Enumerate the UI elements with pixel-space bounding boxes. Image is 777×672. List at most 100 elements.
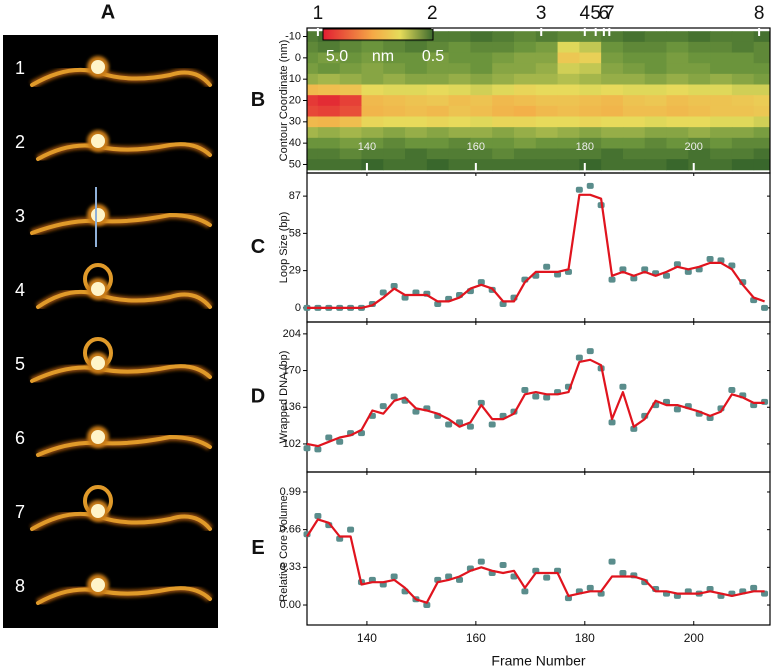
heatmap-cell <box>317 137 341 149</box>
heatmap-cell <box>426 105 450 117</box>
heatmap-cell <box>426 159 450 171</box>
data-point <box>630 425 638 432</box>
heatmap-cell <box>557 73 580 86</box>
heatmap-cell <box>470 137 493 149</box>
heatmap-cell <box>448 73 471 86</box>
heatmap-cell <box>688 63 711 75</box>
data-point <box>434 301 442 308</box>
heatmap-cell <box>492 95 515 107</box>
heatmap-cell <box>307 127 319 139</box>
heatmap-cell <box>426 148 450 160</box>
heatmap-cell <box>710 159 733 171</box>
heatmap-cell <box>731 148 755 160</box>
heatmap-cell <box>753 41 770 54</box>
heatmap-cell <box>405 127 428 139</box>
panel-label: A <box>101 1 115 23</box>
heatmap-cell <box>513 31 537 43</box>
data-point <box>390 283 398 290</box>
heatmap-cell <box>688 137 711 149</box>
data-point <box>325 434 333 441</box>
heatmap-cell <box>688 105 711 117</box>
heatmap-cell <box>710 52 733 64</box>
heatmap-cell <box>535 73 559 86</box>
nucleosome <box>91 60 105 74</box>
heatmap-cell <box>448 63 471 75</box>
y-tick-label: 29 <box>289 265 301 277</box>
heatmap-cell <box>470 84 493 96</box>
heatmap-cell <box>731 105 755 117</box>
data-point <box>619 383 627 390</box>
heatmap-cell <box>317 73 341 86</box>
nucleosome <box>91 430 105 444</box>
data-point <box>314 512 322 519</box>
heatmap-cell <box>426 52 450 64</box>
heatmap-cell <box>339 148 362 160</box>
heatmap-cell <box>753 95 770 107</box>
heatmap-cell <box>317 127 341 139</box>
x-tick-label: 160 <box>467 141 485 153</box>
heatmap-cell <box>448 84 471 96</box>
y-axis-title: Relative Core Volume <box>278 495 290 601</box>
heatmap-cell <box>361 137 384 149</box>
heatmap-cell <box>710 116 733 128</box>
x-tick-label: 140 <box>357 631 377 645</box>
heatmap-cell <box>361 159 384 171</box>
heatmap-cell <box>383 105 406 117</box>
heatmap-cell <box>666 137 689 149</box>
heatmap-cell <box>710 137 733 149</box>
data-point <box>499 301 507 308</box>
heatmap-cell <box>579 116 602 128</box>
heatmap <box>307 31 770 171</box>
heatmap-cell <box>710 41 733 54</box>
heatmap-cell <box>622 84 646 96</box>
data-point <box>586 182 594 189</box>
data-point <box>608 276 616 283</box>
annotation-label: 3 <box>536 3 547 24</box>
heatmap-cell <box>666 73 689 86</box>
heatmap-cell <box>535 116 559 128</box>
heatmap-cell <box>731 159 755 171</box>
heatmap-cell <box>492 84 515 96</box>
dna-strand <box>36 289 212 309</box>
dna-strand <box>30 67 212 87</box>
y-tick-label: 0 <box>295 302 301 314</box>
heatmap-cell <box>688 159 711 171</box>
heatmap-cell <box>339 137 362 149</box>
heatmap-cell <box>622 116 646 128</box>
nucleosome <box>91 208 105 222</box>
afm-frame: 6 <box>15 426 213 459</box>
heatmap-cell <box>383 159 406 171</box>
x-tick-label: 180 <box>576 141 594 153</box>
heatmap-cell <box>644 52 668 64</box>
data-point <box>761 304 769 311</box>
heatmap-cell <box>361 52 384 64</box>
heatmap-cell <box>339 84 362 96</box>
data-point <box>303 445 311 452</box>
heatmap-cell <box>405 95 428 107</box>
heatmap-cell <box>307 41 319 54</box>
heatmap-cell <box>688 148 711 160</box>
frame-label: 2 <box>15 132 25 152</box>
heatmap-cell <box>426 31 450 43</box>
annotation-label: 8 <box>754 3 765 24</box>
data-point <box>641 266 649 273</box>
y-tick-label: -10 <box>285 30 301 42</box>
heatmap-cell <box>405 116 428 128</box>
y-tick-label: 20 <box>289 94 301 106</box>
heatmap-cell <box>557 41 580 54</box>
heatmap-cell <box>492 137 515 149</box>
heatmap-cell <box>307 73 319 86</box>
annotation-label: 2 <box>427 3 438 24</box>
heatmap-cell <box>383 116 406 128</box>
annotation-label: 5 <box>590 3 601 24</box>
heatmap-cell <box>513 127 537 139</box>
heatmap-cell <box>383 84 406 96</box>
data-point <box>379 403 387 410</box>
data-point <box>663 272 671 279</box>
afm-frame: 2 <box>15 130 213 163</box>
heatmap-cell <box>339 41 362 54</box>
afm-frame: 1 <box>15 56 214 89</box>
colorbar-label: nm <box>372 48 394 65</box>
heatmap-cell <box>622 52 646 64</box>
heatmap-cell <box>622 73 646 86</box>
